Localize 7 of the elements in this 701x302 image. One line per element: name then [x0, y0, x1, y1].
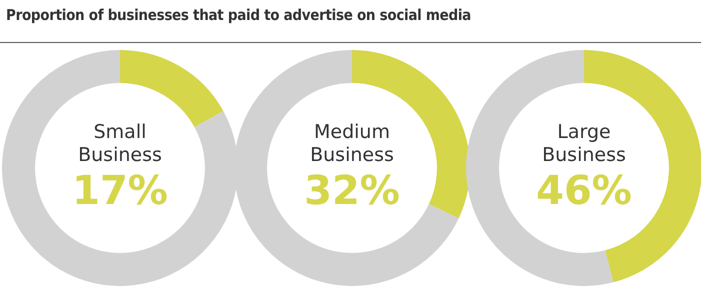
chart-title: Proportion of businesses that paid to advertise on social media	[6, 6, 471, 24]
text: Medium Business	[309, 121, 395, 167]
text: Large Business	[541, 121, 627, 167]
text: 17%	[71, 167, 169, 215]
text: Small Business	[77, 121, 163, 167]
text: 46%	[535, 167, 633, 215]
text: 32%	[303, 167, 401, 215]
